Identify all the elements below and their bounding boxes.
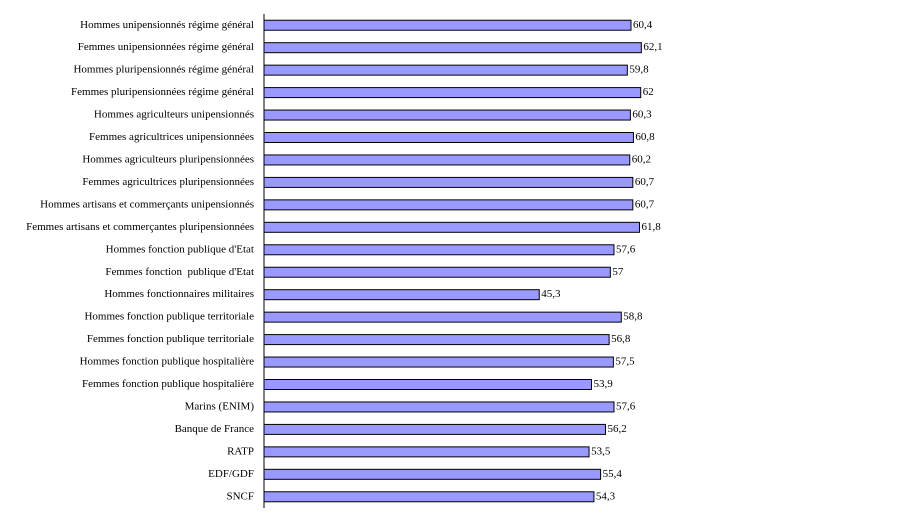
value-label: 56,2 xyxy=(607,423,626,435)
category-label: Banque de France xyxy=(175,423,255,435)
value-label: 60,7 xyxy=(635,198,655,210)
category-label: Hommes unipensionnés régime général xyxy=(80,19,254,31)
bar xyxy=(263,311,622,323)
bar xyxy=(263,491,595,503)
bar xyxy=(263,64,628,76)
category-label: Femmes fonction publique territoriale xyxy=(87,333,254,345)
bar xyxy=(263,334,610,346)
category-label: Hommes agriculteurs unipensionnés xyxy=(94,109,254,121)
value-label: 59,8 xyxy=(629,64,649,76)
value-label: 54,3 xyxy=(596,490,616,502)
category-label: Hommes pluripensionnés régime général xyxy=(73,64,254,76)
bar xyxy=(263,356,614,368)
value-label: 60,3 xyxy=(632,109,652,121)
value-label: 55,4 xyxy=(603,468,623,480)
category-label: Femmes fonction publique d'Etat xyxy=(105,266,254,278)
category-label: Marins (ENIM) xyxy=(185,400,255,412)
bar xyxy=(263,109,631,121)
bar xyxy=(263,244,615,256)
value-label: 60,7 xyxy=(635,176,655,188)
bar xyxy=(263,154,631,166)
bar xyxy=(263,423,606,435)
value-label: 53,5 xyxy=(591,445,611,457)
value-label: 61,8 xyxy=(641,221,661,233)
value-label: 57,5 xyxy=(615,356,635,368)
value-label: 60,8 xyxy=(635,131,655,143)
value-label: 58,8 xyxy=(623,311,643,323)
value-label: 62,1 xyxy=(643,41,662,53)
category-label: Hommes fonction publique territoriale xyxy=(84,311,254,323)
category-label: Femmes agricultrices unipensionnées xyxy=(89,131,254,143)
category-label: Femmes unipensionnées régime général xyxy=(78,41,254,53)
category-label: Femmes pluripensionnées régime général xyxy=(71,86,254,98)
bar xyxy=(263,199,634,211)
category-label: EDF/GDF xyxy=(208,468,254,480)
category-label: Hommes fonctionnaires militaires xyxy=(104,288,254,300)
category-label: Femmes artisans et commerçantes pluripen… xyxy=(26,221,254,233)
bar xyxy=(263,446,590,458)
bar xyxy=(263,221,640,233)
value-label: 57 xyxy=(612,266,624,278)
value-label: 62 xyxy=(643,86,654,98)
bar xyxy=(263,468,602,480)
category-label: Hommes fonction publique d'Etat xyxy=(106,243,254,255)
value-label: 53,9 xyxy=(593,378,613,390)
bar xyxy=(263,42,642,54)
category-label: Hommes artisans et commerçants unipensio… xyxy=(40,198,254,210)
value-label: 60,2 xyxy=(632,153,651,165)
value-label: 45,3 xyxy=(541,288,561,300)
bar xyxy=(263,401,615,413)
bar xyxy=(263,132,634,143)
value-label: 57,6 xyxy=(616,243,636,255)
bar xyxy=(263,87,642,99)
category-label: Hommes fonction publique hospitalière xyxy=(80,356,255,368)
bar xyxy=(263,379,592,390)
category-label: Hommes agriculteurs pluripensionnées xyxy=(82,153,254,165)
category-label: Femmes agricultrices pluripensionnées xyxy=(82,176,254,188)
category-label: Femmes fonction publique hospitalière xyxy=(82,378,254,390)
category-label: RATP xyxy=(227,445,254,457)
value-label: 56,8 xyxy=(611,333,631,345)
bar xyxy=(263,266,611,278)
bar xyxy=(263,19,632,31)
value-label: 60,4 xyxy=(633,19,653,31)
category-label: SNCF xyxy=(226,490,254,502)
bar xyxy=(263,289,540,301)
value-label: 57,6 xyxy=(616,400,636,412)
bar xyxy=(263,176,634,188)
